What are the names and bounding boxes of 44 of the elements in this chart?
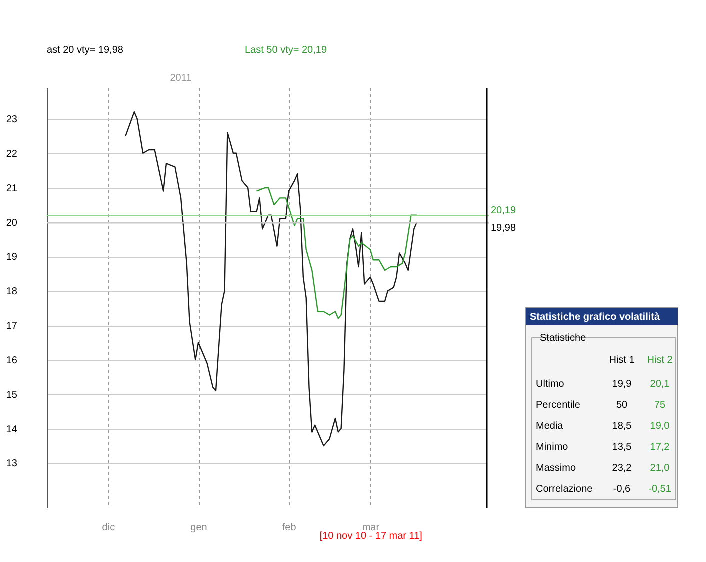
line-series — [125, 112, 418, 447]
y-tick-label: 21 — [6, 183, 18, 194]
text: Percentile — [536, 400, 581, 411]
text: ast 20 vty= 19,98 — [47, 45, 124, 56]
ref-line-label: 20,19 — [491, 206, 516, 217]
x-tick-label: gen — [190, 522, 208, 534]
ref-line-label: 19,98 — [491, 222, 516, 234]
text: 20,1 — [650, 379, 670, 390]
text: [10 nov 10 - 17 mar 11] — [320, 531, 423, 542]
x-tick-label: dic — [102, 522, 116, 534]
text: 50 — [616, 400, 628, 411]
text: Media — [536, 421, 564, 432]
text: Last 50 vty= 20,19 — [245, 45, 328, 56]
text: Hist 2 — [647, 355, 674, 366]
y-tick-label: 23 — [6, 114, 18, 126]
text: Statistiche — [540, 333, 587, 344]
text: -0,51 — [648, 484, 672, 495]
text: 18,5 — [612, 421, 632, 432]
text: 17,2 — [650, 442, 670, 453]
text: Massimo — [536, 463, 576, 474]
text: 2011 — [170, 73, 192, 84]
text: 75 — [654, 400, 666, 411]
y-tick-label: 16 — [6, 355, 18, 366]
text: Ultimo — [536, 379, 565, 390]
x-tick-label: mar — [362, 522, 380, 534]
y-tick-label: 17 — [6, 321, 18, 332]
text: 13,5 — [612, 442, 632, 453]
x-tick-label: feb — [282, 522, 297, 534]
text: Statistiche grafico volatilità — [530, 312, 660, 323]
text: Minimo — [536, 442, 569, 453]
text: 19,0 — [650, 421, 670, 432]
y-tick-label: 20 — [6, 218, 18, 229]
text: 23,2 — [612, 463, 632, 474]
text: 21,0 — [650, 463, 670, 474]
y-tick-label: 19 — [6, 252, 18, 264]
text: -0,6 — [613, 484, 632, 495]
y-tick-label: 18 — [6, 286, 18, 298]
y-tick-label: 13 — [6, 458, 18, 470]
y-tick-label: 22 — [6, 148, 18, 160]
y-tick-label: 15 — [6, 390, 18, 401]
text: Hist 1 — [609, 355, 636, 366]
text: Correlazione — [536, 484, 594, 495]
y-tick-label: 14 — [6, 424, 18, 436]
text: 19,9 — [612, 379, 632, 390]
